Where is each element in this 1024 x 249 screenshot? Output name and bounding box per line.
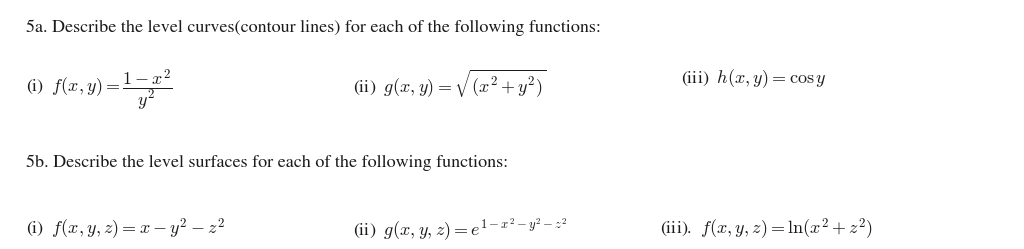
Text: (ii)  $g(x,y,z) = e^{1-x^2-y^2-z^2}$: (ii) $g(x,y,z) = e^{1-x^2-y^2-z^2}$: [353, 217, 568, 243]
Text: (ii)  $g(x,y) = \sqrt{(x^2 + y^2)}$: (ii) $g(x,y) = \sqrt{(x^2 + y^2)}$: [353, 67, 547, 100]
Text: (i)  $f(x,y) = \dfrac{1-x^2}{y^2}$: (i) $f(x,y) = \dfrac{1-x^2}{y^2}$: [26, 67, 172, 113]
Text: 5a. Describe the level curves(contour lines) for each of the following functions: 5a. Describe the level curves(contour li…: [26, 20, 600, 36]
Text: (iii).  $f(x,y,z) = \ln(x^2 + z^2)$: (iii). $f(x,y,z) = \ln(x^2 + z^2)$: [660, 217, 873, 242]
Text: 5b. Describe the level surfaces for each of the following functions:: 5b. Describe the level surfaces for each…: [26, 154, 508, 171]
Text: (i)  $f(x,y,z) = x - y^2 - z^2$: (i) $f(x,y,z) = x - y^2 - z^2$: [26, 217, 224, 242]
Text: (iii)  $h(x,y) = \cos y$: (iii) $h(x,y) = \cos y$: [681, 67, 826, 90]
